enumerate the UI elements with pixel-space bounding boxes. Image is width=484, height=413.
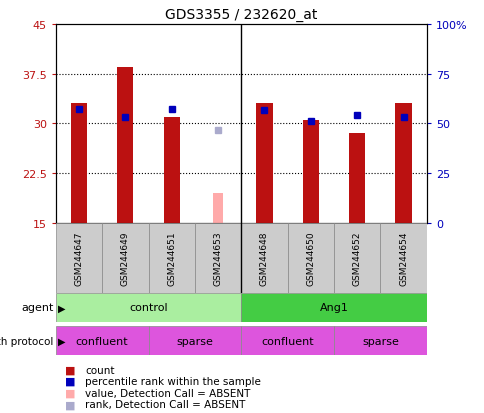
- Text: sparse: sparse: [176, 336, 213, 346]
- Bar: [102, 223, 148, 293]
- Bar: [163, 117, 180, 223]
- Bar: [56, 326, 148, 355]
- Text: control: control: [129, 303, 167, 313]
- Text: count: count: [85, 365, 114, 375]
- Title: GDS3355 / 232620_at: GDS3355 / 232620_at: [165, 8, 317, 22]
- Text: ▶: ▶: [58, 303, 65, 313]
- Text: sparse: sparse: [361, 336, 398, 346]
- Bar: [333, 223, 379, 293]
- Text: ▶: ▶: [58, 336, 65, 346]
- Bar: [148, 223, 195, 293]
- Bar: [195, 223, 241, 293]
- Bar: [71, 104, 87, 223]
- Bar: [256, 104, 272, 223]
- Text: GSM244654: GSM244654: [398, 231, 407, 285]
- Text: GSM244647: GSM244647: [75, 231, 83, 285]
- Bar: [348, 134, 364, 223]
- Text: ■: ■: [65, 399, 76, 409]
- Text: value, Detection Call = ABSENT: value, Detection Call = ABSENT: [85, 388, 250, 398]
- Bar: [302, 121, 318, 223]
- Text: percentile rank within the sample: percentile rank within the sample: [85, 376, 260, 386]
- Text: Ang1: Ang1: [319, 303, 348, 313]
- Text: confluent: confluent: [261, 336, 313, 346]
- Text: GSM244651: GSM244651: [167, 231, 176, 285]
- Bar: [333, 326, 426, 355]
- Bar: [241, 293, 426, 322]
- Text: ■: ■: [65, 365, 76, 375]
- Text: rank, Detection Call = ABSENT: rank, Detection Call = ABSENT: [85, 399, 245, 409]
- Bar: [148, 326, 241, 355]
- Bar: [241, 326, 333, 355]
- Bar: [213, 193, 223, 223]
- Text: GSM244648: GSM244648: [259, 231, 269, 285]
- Bar: [56, 223, 102, 293]
- Bar: [56, 293, 241, 322]
- Text: growth protocol: growth protocol: [0, 336, 53, 346]
- Text: GSM244653: GSM244653: [213, 231, 222, 285]
- Text: ■: ■: [65, 376, 76, 386]
- Bar: [117, 68, 133, 223]
- Text: GSM244649: GSM244649: [121, 231, 130, 285]
- Text: confluent: confluent: [76, 336, 128, 346]
- Text: GSM244652: GSM244652: [352, 231, 361, 285]
- Bar: [394, 104, 411, 223]
- Text: ■: ■: [65, 388, 76, 398]
- Text: agent: agent: [21, 303, 53, 313]
- Bar: [241, 223, 287, 293]
- Text: GSM244650: GSM244650: [306, 231, 315, 285]
- Bar: [379, 223, 426, 293]
- Bar: [287, 223, 333, 293]
